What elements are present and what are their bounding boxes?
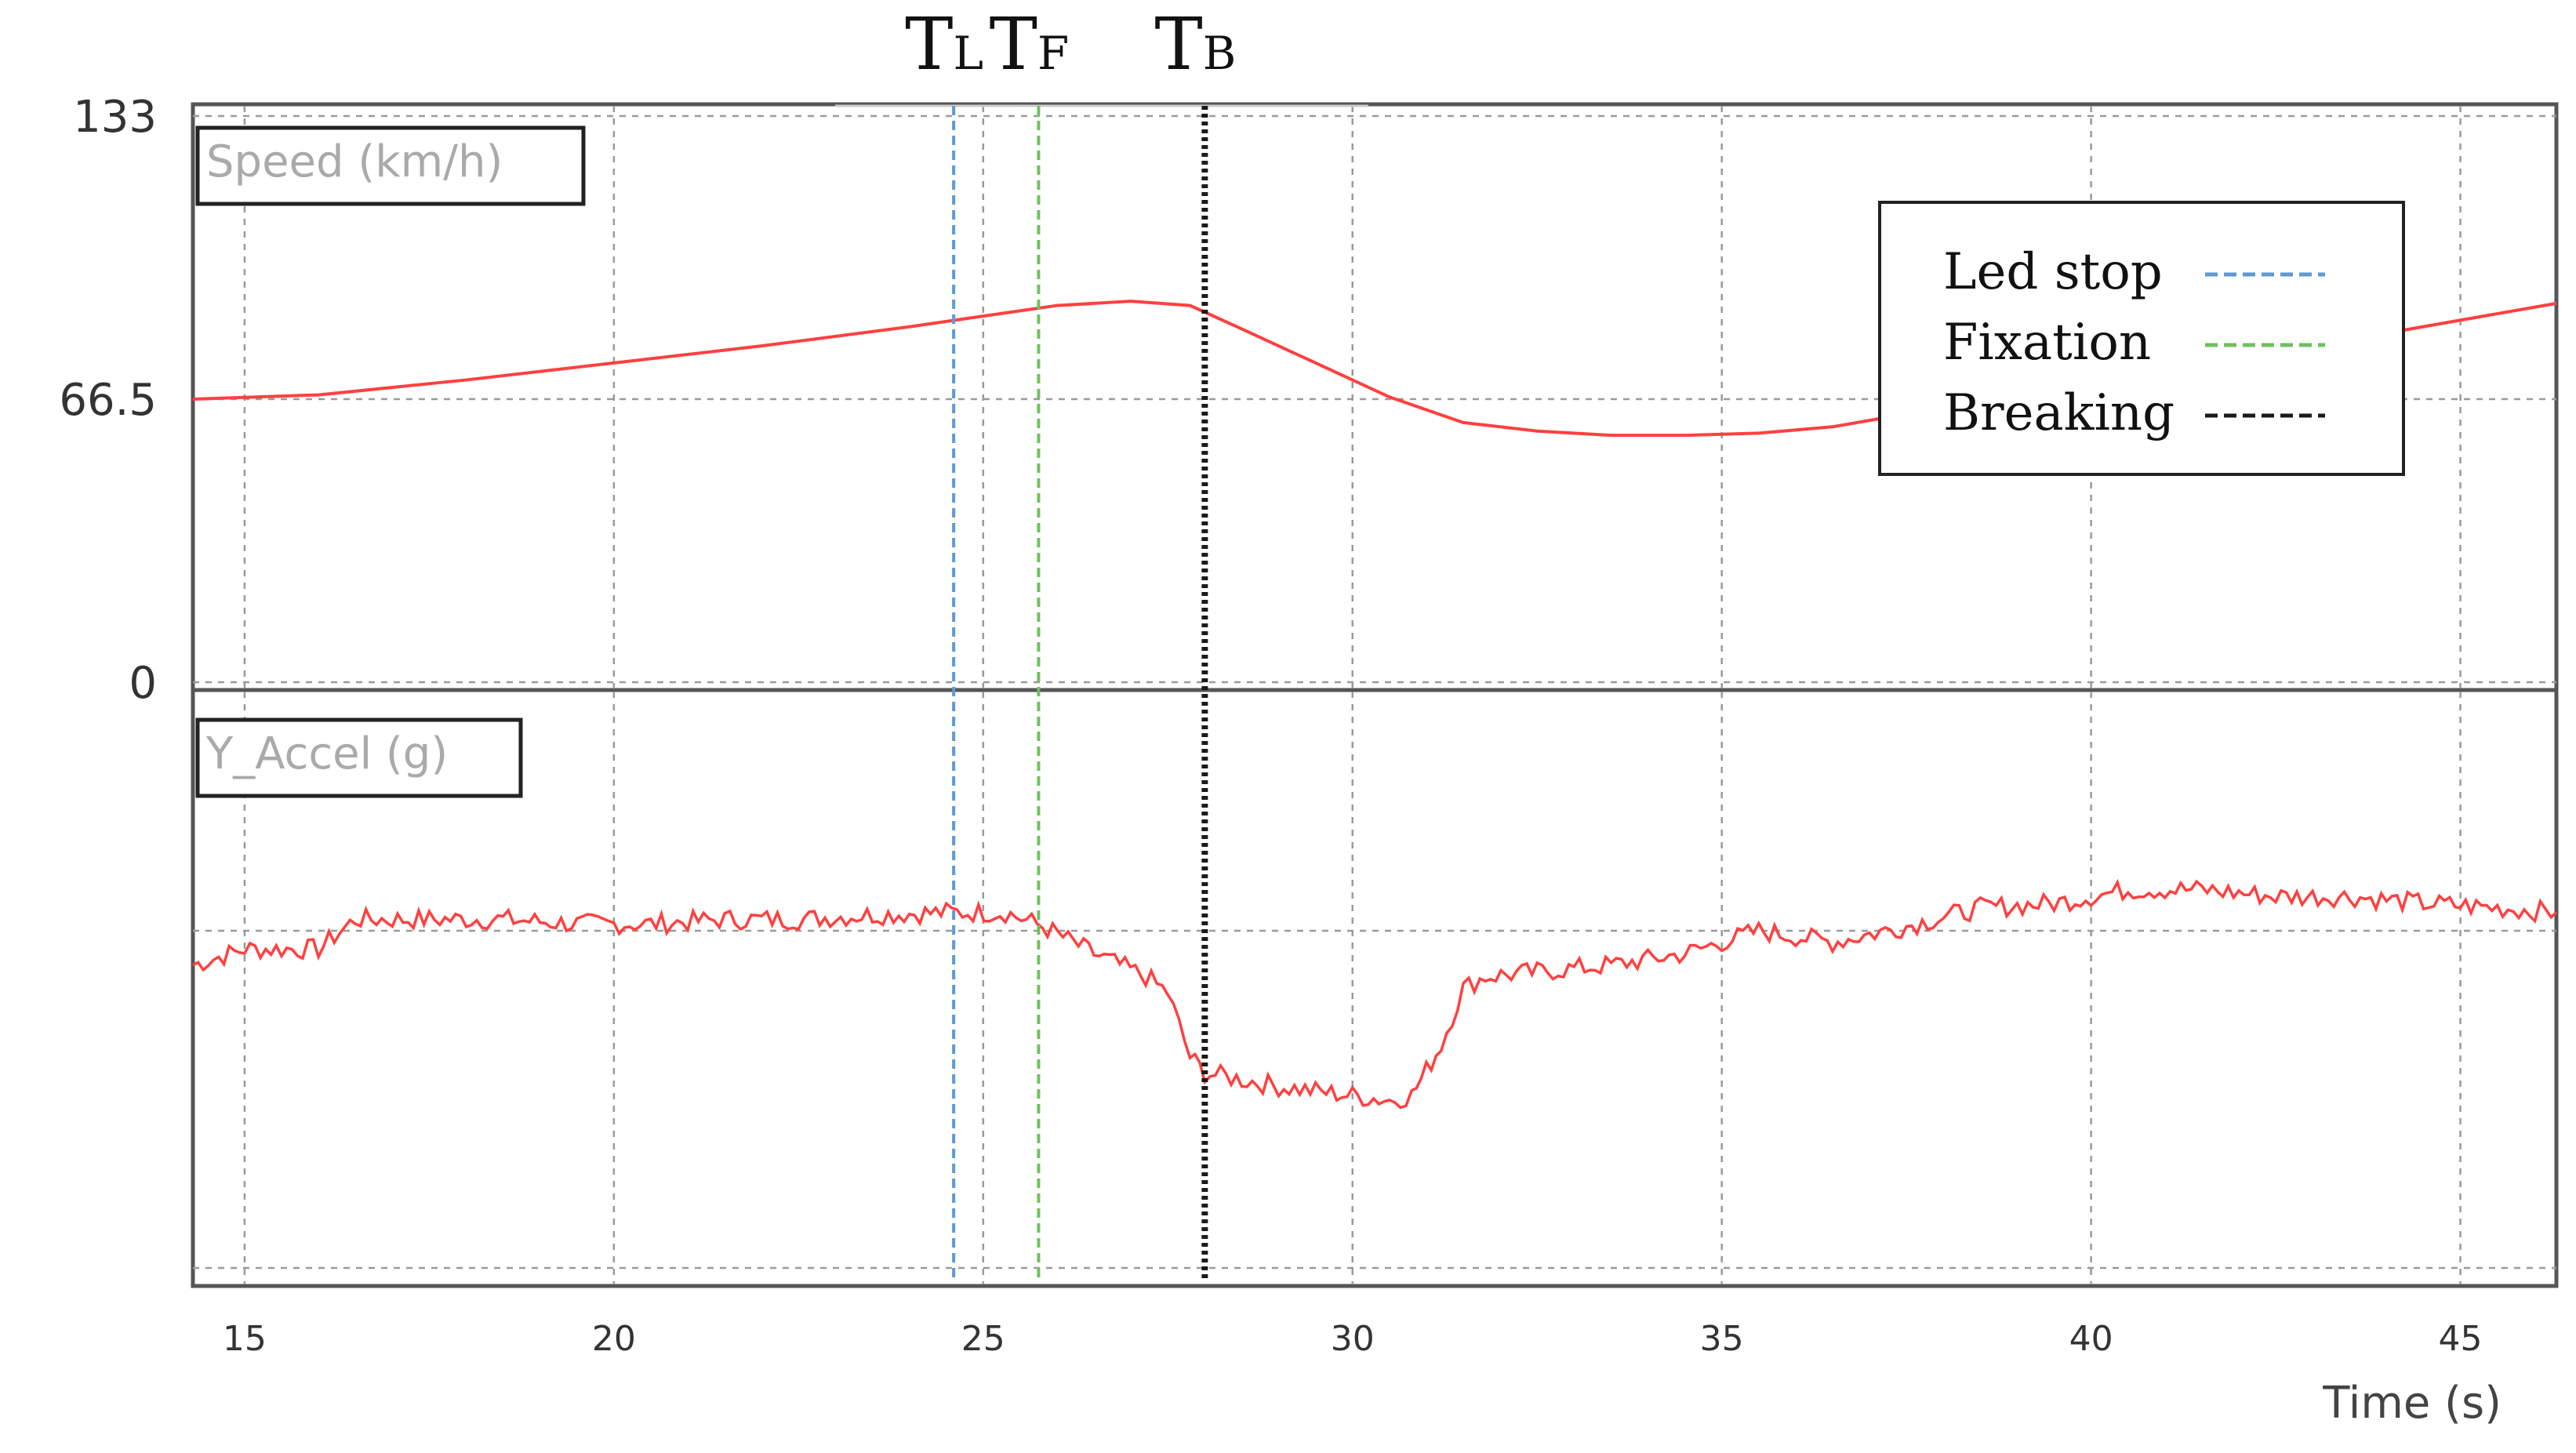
legend-label-1: Fixation [1943,314,2151,372]
marker-label-tb: TB [1154,2,1236,86]
y-accel-label-box [195,717,523,798]
event-marker-lines [952,106,1208,1282]
marker-label-tl: TL [905,2,983,86]
speed-y-tick-2: 133 [73,92,157,143]
speed-panel-label: Speed (km/h) [206,136,503,187]
legend: Led stop Fixation Breaking [1878,201,2405,476]
x-tick-2: 25 [961,1319,1005,1359]
x-axis-title: Time (s) [2322,1378,2502,1429]
x-tick-3: 30 [1331,1319,1375,1359]
x-tick-4: 35 [1700,1319,1744,1359]
x-tick-6: 45 [2439,1319,2483,1359]
legend-box [1878,201,2405,476]
x-tick-labels: 15 20 25 30 35 40 45 [223,1319,2483,1359]
accel-grid [193,692,2556,1284]
speed-label-box [195,125,586,206]
y-accel-panel-label: Y_Accel (g) [205,728,448,779]
event-marker-labels: TL TF TB [905,2,1236,86]
legend-label-0: Led stop [1943,243,2163,301]
marker-label-tf: TF [990,2,1070,86]
y-accel-series-line [192,878,2558,1110]
x-tick-1: 20 [592,1319,636,1359]
speed-y-tick-0: 0 [129,658,157,709]
x-tick-5: 40 [2069,1319,2113,1359]
x-tick-0: 15 [223,1319,267,1359]
speed-y-tick-1: 66.5 [59,375,157,426]
speed-y-tick-labels: 0 66.5 133 [59,92,157,709]
legend-label-2: Breaking [1943,384,2175,442]
accel-panel-frame [191,688,2559,1288]
